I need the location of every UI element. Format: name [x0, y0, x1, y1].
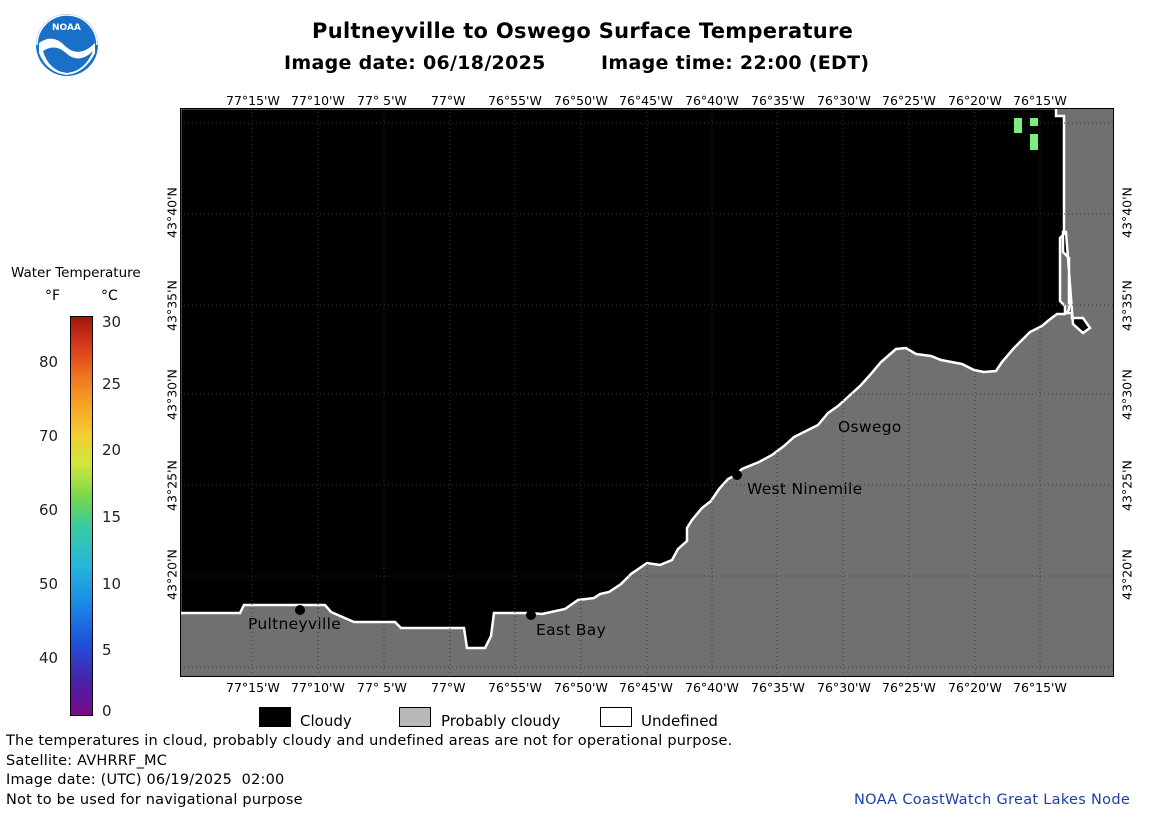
lon-label-top: 77°15'W — [226, 93, 280, 108]
lat-label-left: 43°30'N — [164, 369, 180, 420]
lon-label-top: 76°25'W — [882, 93, 936, 108]
scale-title: Water Temperature — [11, 265, 141, 281]
lon-label-bottom: 76°40'W — [685, 680, 739, 695]
legend-swatch-probably-cloudy — [399, 707, 431, 727]
scale-c-tick: 5 — [102, 641, 112, 659]
scale-unit-c: °C — [101, 288, 118, 304]
lon-label-bottom: 76°55'W — [488, 680, 542, 695]
lon-label-top: 77° 5'W — [357, 93, 407, 108]
scale-c-tick: 10 — [102, 575, 122, 593]
navigation-warning: Not to be used for navigational purpose — [6, 792, 303, 808]
lon-label-bottom: 76°50'W — [554, 680, 608, 695]
lat-label-left: 43°40'N — [164, 187, 180, 238]
utc-date-text: Image date: (UTC) 06/19/2025 02:00 — [6, 772, 285, 788]
pultneyville-marker — [295, 605, 305, 615]
scale-f-tick: 60 — [39, 501, 59, 519]
west-ninemile-marker — [732, 470, 742, 480]
image-date: Image date: 06/18/2025 — [284, 52, 546, 74]
noaa-logo: NOAA — [35, 13, 99, 77]
legend-label-cloudy: Cloudy — [300, 712, 352, 730]
noaa-logo-text: NOAA — [52, 23, 81, 33]
place-label-west-ninemile: West Ninemile — [747, 480, 863, 498]
east-bay-marker — [526, 610, 536, 620]
graticule — [180, 108, 1114, 677]
lon-label-top: 76°20'W — [948, 93, 1002, 108]
lat-label-right: 43°20'N — [1119, 549, 1135, 600]
legend-swatch-undefined — [600, 707, 632, 727]
lon-label-bottom: 77°15'W — [226, 680, 280, 695]
lon-label-top: 76°50'W — [554, 93, 608, 108]
legend-label-probably-cloudy: Probably cloudy — [441, 712, 561, 730]
scale-c-tick: 30 — [102, 313, 122, 331]
scale-f-tick: 80 — [39, 353, 59, 371]
lon-label-bottom: 76°35'W — [751, 680, 805, 695]
scale-c-tick: 0 — [102, 702, 112, 720]
lon-label-bottom: 76°25'W — [882, 680, 936, 695]
lon-label-top: 76°35'W — [751, 93, 805, 108]
lon-label-bottom: 77°10'W — [291, 680, 345, 695]
scale-f-tick: 50 — [39, 575, 59, 593]
lat-label-left: 43°35'N — [164, 280, 180, 331]
scale-f-tick: 70 — [39, 427, 59, 445]
scale-c-tick: 25 — [102, 375, 122, 393]
image-time: Image time: 22:00 (EDT) — [601, 52, 870, 74]
scale-c-tick: 20 — [102, 441, 122, 459]
lon-label-bottom: 76°45'W — [619, 680, 673, 695]
lat-label-right: 43°35'N — [1119, 280, 1135, 331]
lon-label-top: 76°30'W — [817, 93, 871, 108]
lon-label-top: 76°15'W — [1013, 93, 1067, 108]
scale-f-tick: 40 — [39, 649, 59, 667]
lat-label-right: 43°30'N — [1119, 369, 1135, 420]
map-canvas — [180, 108, 1114, 677]
lon-label-bottom: 77°W — [431, 680, 466, 695]
scale-unit-f: °F — [45, 288, 61, 304]
lat-label-right: 43°25'N — [1119, 460, 1135, 511]
lon-label-top: 77°W — [431, 93, 466, 108]
legend-label-undefined: Undefined — [641, 712, 718, 730]
lon-label-bottom: 76°30'W — [817, 680, 871, 695]
disclaimer-text: The temperatures in cloud, probably clou… — [6, 733, 733, 749]
lon-label-bottom: 76°15'W — [1013, 680, 1067, 695]
lon-label-bottom: 76°20'W — [948, 680, 1002, 695]
place-label-east-bay: East Bay — [536, 621, 607, 639]
lon-label-top: 76°40'W — [685, 93, 739, 108]
credit-text: NOAA CoastWatch Great Lakes Node — [854, 792, 1131, 808]
lat-label-right: 43°40'N — [1119, 187, 1135, 238]
place-label-pultneyville: Pultneyville — [248, 615, 342, 633]
temperature-colorbar — [70, 316, 93, 716]
lon-label-top: 76°55'W — [488, 93, 542, 108]
scale-c-tick: 15 — [102, 508, 122, 526]
lon-label-top: 76°45'W — [619, 93, 673, 108]
map-title: Pultneyville to Oswego Surface Temperatu… — [312, 19, 854, 43]
lat-label-left: 43°25'N — [164, 460, 180, 511]
lat-label-left: 43°20'N — [164, 549, 180, 600]
place-label-oswego: Oswego — [838, 418, 902, 436]
legend-swatch-cloudy — [259, 707, 291, 727]
temperature-pixels — [1014, 118, 1038, 150]
lon-label-bottom: 77° 5'W — [357, 680, 407, 695]
satellite-text: Satellite: AVHRRF_MC — [6, 753, 168, 769]
lon-label-top: 77°10'W — [291, 93, 345, 108]
